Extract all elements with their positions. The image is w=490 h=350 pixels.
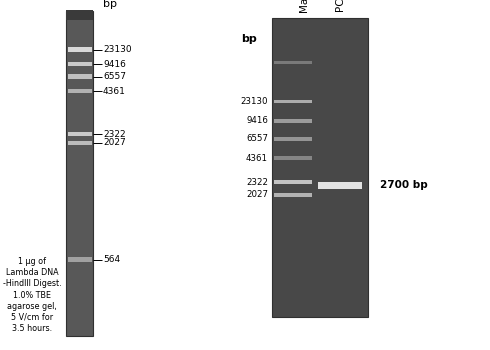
- Text: 564: 564: [103, 255, 120, 264]
- Text: 9416: 9416: [246, 116, 268, 125]
- Bar: [274, 61, 312, 64]
- Bar: [274, 119, 312, 123]
- Bar: [274, 137, 312, 141]
- Text: 4361: 4361: [103, 87, 126, 96]
- Text: 9416: 9416: [103, 60, 126, 69]
- Bar: [68, 48, 92, 52]
- Bar: [68, 75, 92, 79]
- Bar: [272, 18, 368, 317]
- Text: 2700 bp: 2700 bp: [380, 180, 427, 190]
- Bar: [274, 156, 312, 160]
- Bar: [318, 182, 362, 189]
- Text: 2027: 2027: [103, 139, 125, 147]
- Text: 6557: 6557: [103, 72, 126, 81]
- Bar: [274, 99, 312, 103]
- Bar: [68, 141, 92, 145]
- Text: bp: bp: [103, 0, 117, 9]
- Bar: [66, 10, 93, 20]
- Text: 6557: 6557: [246, 134, 268, 143]
- Bar: [68, 257, 92, 261]
- Bar: [274, 193, 312, 197]
- Bar: [68, 89, 92, 93]
- Bar: [68, 62, 92, 66]
- Bar: [274, 180, 312, 184]
- Text: 2027: 2027: [246, 190, 268, 199]
- Text: Marker: Marker: [299, 0, 309, 12]
- Text: 23130: 23130: [241, 97, 268, 106]
- Text: 1 μg of
Lambda DNA
-HindIII Digest.
1.0% TBE
agarose gel,
5 V/cm for
3.5 hours.: 1 μg of Lambda DNA -HindIII Digest. 1.0%…: [2, 257, 61, 333]
- Bar: [66, 10, 93, 336]
- Text: 23130: 23130: [103, 45, 131, 54]
- Text: 2322: 2322: [246, 177, 268, 187]
- Text: PCR product: PCR product: [336, 0, 345, 12]
- Bar: [68, 132, 92, 136]
- Text: 2322: 2322: [103, 130, 125, 139]
- Text: bp: bp: [242, 34, 257, 43]
- Text: 4361: 4361: [246, 154, 268, 163]
